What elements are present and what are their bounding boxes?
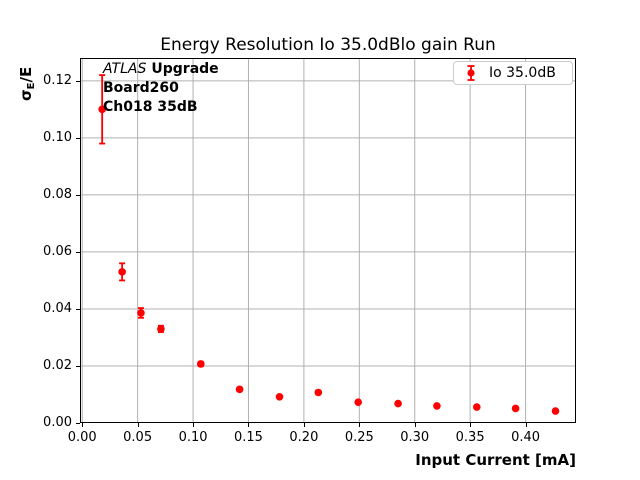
data-point	[118, 268, 126, 276]
ylabel-sigma: σ	[17, 89, 35, 101]
x-tick-mark	[359, 423, 361, 427]
x-tick-mark	[303, 423, 305, 427]
data-point	[551, 407, 560, 415]
x-tick-mark	[470, 423, 472, 427]
x-tick-label: 0.20	[289, 430, 319, 445]
y-tick-mark	[76, 194, 80, 196]
x-tick-label: 0.40	[511, 430, 541, 445]
legend: Io 35.0dB	[453, 61, 573, 85]
x-tick-mark	[82, 423, 84, 427]
y-tick-label: 0.10	[43, 129, 72, 145]
x-tick-label: 0.00	[67, 430, 97, 445]
annotation-line-2: Board260	[103, 80, 179, 96]
x-tick-mark	[137, 423, 139, 427]
x-tick-mark	[248, 423, 250, 427]
x-tick-label: 0.30	[400, 430, 430, 445]
data-point	[235, 385, 244, 394]
chart-title: Energy Resolution Io 35.0dBlo gain Run	[160, 35, 496, 55]
x-tick-mark	[193, 423, 195, 427]
plot-frame	[80, 58, 576, 423]
x-tick-mark	[525, 423, 527, 427]
annotation-line-1: ATLAS Upgrade	[103, 60, 219, 79]
plot-area	[80, 58, 576, 423]
data-point	[157, 325, 165, 333]
x-tick-label: 0.35	[455, 430, 485, 445]
annotation: ATLAS Upgrade Board260 Ch018 35dB	[103, 60, 219, 117]
x-tick-mark	[414, 423, 416, 427]
y-tick-mark	[76, 365, 80, 367]
data-point	[98, 105, 106, 114]
y-tick-label: 0.06	[43, 243, 72, 259]
y-tick-label: 0.02	[43, 357, 72, 373]
legend-errorbar-marker	[467, 65, 475, 81]
legend-label: Io 35.0dB	[489, 65, 556, 81]
x-tick-label: 0.15	[233, 430, 263, 445]
data-point	[433, 402, 441, 410]
x-tick-label: 0.05	[123, 430, 153, 445]
data-point	[473, 403, 481, 411]
y-tick-label: 0.12	[43, 72, 72, 88]
y-tick-mark	[76, 251, 80, 253]
data-point	[314, 388, 323, 397]
data-point	[275, 392, 284, 401]
y-tick-mark	[76, 137, 80, 139]
data-point	[511, 404, 520, 413]
data-point	[137, 309, 145, 317]
data-point	[354, 398, 363, 406]
y-tick-mark	[76, 308, 80, 310]
y-tick-mark	[76, 80, 80, 82]
x-tick-label: 0.10	[178, 430, 208, 445]
annotation-line-3: Ch018 35dB	[103, 99, 198, 115]
y-tick-label: 0.04	[43, 300, 72, 316]
data-point	[394, 399, 402, 408]
x-axis-label: Input Current [mA]	[415, 451, 576, 469]
x-tick-label: 0.25	[344, 430, 374, 445]
y-tick-label: 0.08	[43, 186, 72, 202]
y-tick-mark	[76, 423, 80, 424]
y-tick-label: 0.00	[43, 415, 72, 430]
annotation-upgrade: Upgrade	[151, 61, 219, 77]
data-point	[197, 360, 205, 368]
annotation-atlas: ATLAS	[103, 61, 147, 77]
